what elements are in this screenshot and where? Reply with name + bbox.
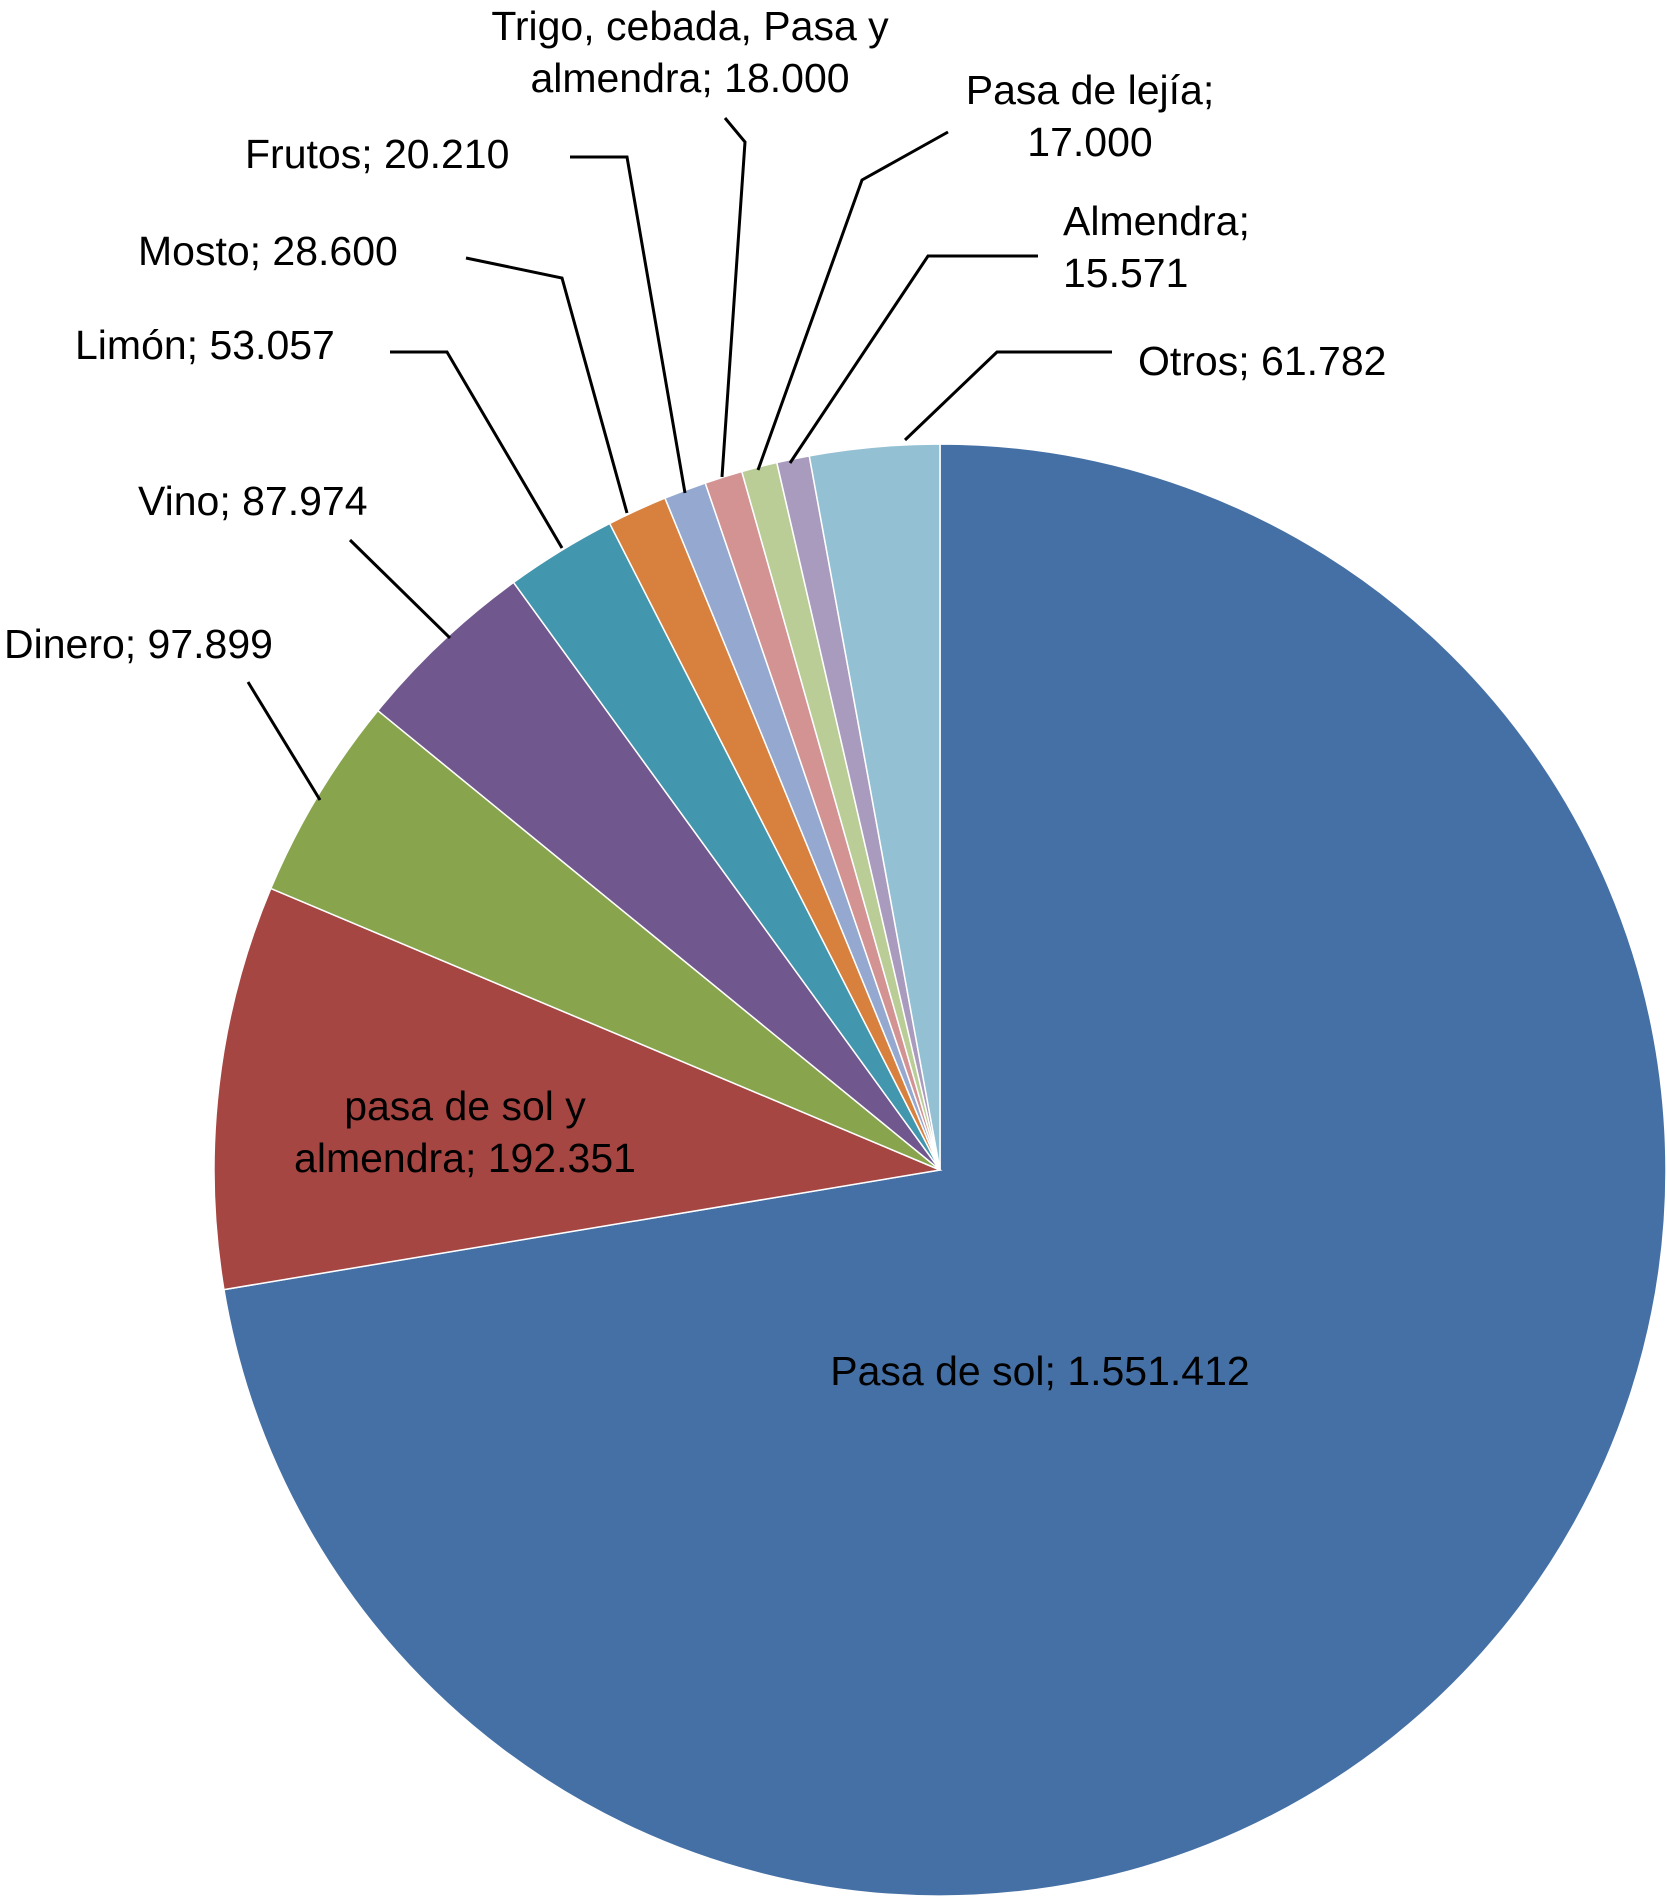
slice-pasa-de-sol	[223, 443, 1667, 1897]
data-label-vino: Vino; 87.974	[138, 478, 368, 524]
data-label-pasa-de-sol: Pasa de sol; 1.551.412	[830, 1348, 1249, 1394]
leader-line-mosto	[465, 256, 629, 514]
leader-line-limon	[390, 350, 564, 549]
data-label-pasa-de-sol-y-almendra: pasa de sol y almendra; 192.351	[294, 1083, 636, 1181]
slice-pasa-de-sol-y-almendra	[213, 887, 943, 1291]
data-label-pasa-de-lejia: Pasa de lejía; 17.000	[966, 67, 1214, 165]
leader-line-almendra	[788, 254, 1038, 464]
data-label-frutos: Frutos; 20.210	[245, 131, 509, 177]
data-label-almendra: Almendra; 15.571	[1063, 198, 1250, 296]
data-label-limon: Limón; 53.057	[75, 322, 335, 368]
leader-line-vino	[348, 538, 452, 640]
slice-vino	[376, 581, 941, 1171]
leader-line-trigo-cebada-pasa-y-almendra	[720, 117, 747, 478]
leader-line-pasa-de-lejia	[756, 130, 949, 471]
leader-line-otros	[903, 350, 1112, 442]
slice-otros	[808, 443, 941, 1171]
leader-line-dinero	[246, 681, 322, 801]
leader-line-frutos	[570, 155, 687, 494]
data-label-trigo-cebada-pasa-y-almendra: Trigo, cebada, Pasa y almendra; 18.000	[491, 3, 889, 101]
data-label-mosto: Mosto; 28.600	[138, 228, 398, 274]
data-label-dinero: Dinero; 97.899	[4, 621, 273, 667]
data-label-otros: Otros; 61.782	[1138, 338, 1386, 384]
